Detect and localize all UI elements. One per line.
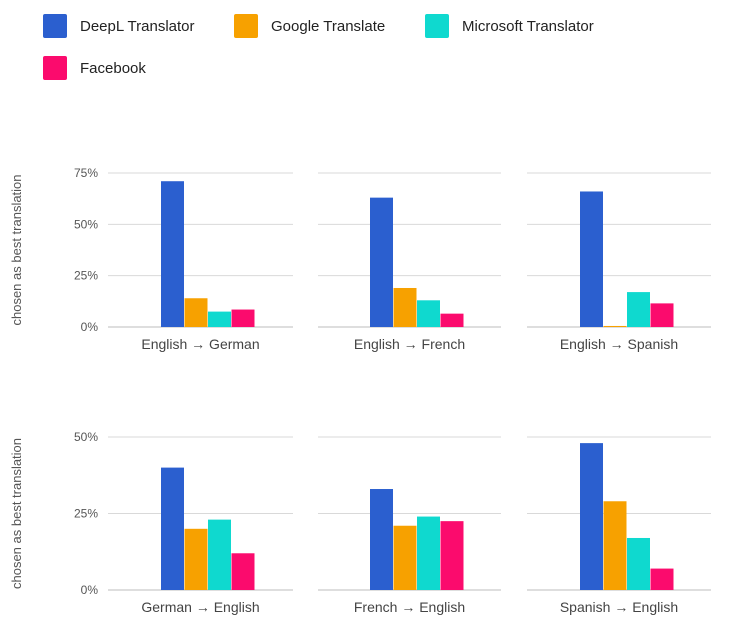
- y-axis-label: chosen as best translation: [9, 174, 24, 325]
- legend-swatch-google: [234, 14, 258, 38]
- bar-facebook: [650, 568, 674, 590]
- bar-microsoft: [627, 292, 650, 327]
- category-label: French → English: [354, 599, 465, 615]
- category-label: German → English: [141, 599, 259, 615]
- bar-deepl: [580, 443, 603, 590]
- bar-google: [184, 528, 208, 590]
- y-tick-label: 0%: [81, 583, 99, 597]
- bar-google: [393, 287, 417, 327]
- bar-deepl: [161, 181, 184, 327]
- bar-microsoft: [627, 537, 650, 590]
- legend-swatch-facebook: [43, 56, 67, 80]
- bar-facebook: [440, 521, 464, 590]
- legend-label-microsoft: Microsoft Translator: [462, 17, 594, 35]
- legend-item-facebook: Facebook: [43, 56, 146, 80]
- category-label: English → German: [141, 336, 259, 352]
- bar-google: [184, 298, 208, 327]
- legend-swatch-microsoft: [425, 14, 449, 38]
- y-tick-label: 50%: [74, 217, 98, 231]
- bar-microsoft: [208, 519, 231, 590]
- bar-deepl: [161, 467, 184, 590]
- bar-facebook: [440, 313, 464, 327]
- legend-swatch-deepl: [43, 14, 67, 38]
- y-tick-label: 0%: [81, 320, 99, 334]
- y-tick-label: 25%: [74, 507, 98, 521]
- bar-facebook: [231, 553, 255, 590]
- category-label: Spanish → English: [560, 599, 678, 615]
- y-axis-label: chosen as best translation: [9, 438, 24, 589]
- legend-item-microsoft: Microsoft Translator: [425, 14, 594, 38]
- bar-microsoft: [417, 516, 440, 590]
- y-tick-label: 50%: [74, 430, 98, 444]
- legend-item-deepl: DeepL Translator: [43, 14, 195, 38]
- y-tick-label: 25%: [74, 269, 98, 283]
- legend: DeepL Translator Google Translate Micros…: [0, 0, 740, 100]
- bar-microsoft: [208, 311, 231, 327]
- bar-google: [603, 501, 627, 590]
- category-label: English → French: [354, 336, 465, 352]
- bar-deepl: [370, 197, 393, 327]
- bar-facebook: [650, 303, 674, 327]
- legend-label-facebook: Facebook: [80, 59, 146, 77]
- legend-label-google: Google Translate: [271, 17, 386, 35]
- category-label: English → Spanish: [560, 336, 678, 352]
- bar-google: [603, 325, 627, 327]
- bar-google: [393, 525, 417, 590]
- legend-item-google: Google Translate: [234, 14, 385, 38]
- bar-deepl: [580, 191, 603, 327]
- bar-deepl: [370, 489, 393, 590]
- bar-microsoft: [417, 300, 440, 327]
- bar-facebook: [231, 309, 255, 327]
- legend-label-deepl: DeepL Translator: [80, 17, 195, 35]
- y-tick-label: 75%: [74, 166, 98, 180]
